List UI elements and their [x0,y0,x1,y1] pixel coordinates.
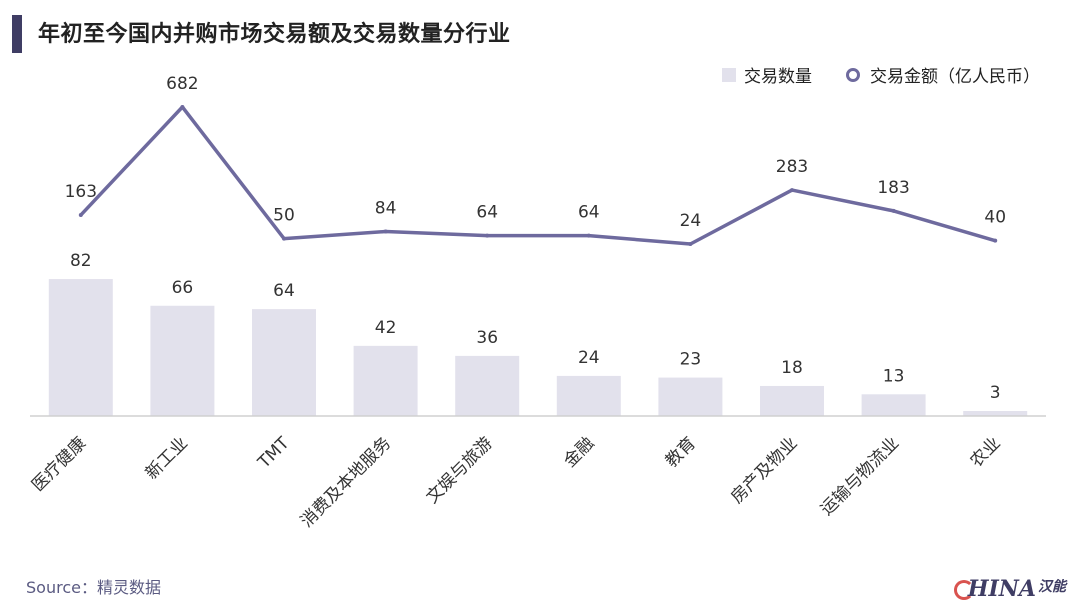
line-point [180,105,185,109]
line-value-label: 40 [984,208,1006,228]
legend-line-label: 交易金额（亿人民币） [870,67,1040,87]
line-point [282,236,286,241]
bar-value-label: 3 [990,383,1001,403]
bar [455,355,520,416]
line-point [688,242,693,246]
x-tick-label: 文娱与旅游 [422,433,496,507]
line-point [993,238,998,243]
bar [252,309,316,416]
x-tick-label: 消费及本地服务 [297,433,395,531]
line-series-amount [79,105,997,246]
x-tick-label: 教育 [662,433,700,471]
line-value-label: 24 [680,211,702,231]
hina-logo: HINA 汉能 [953,576,1066,602]
line-point [891,208,896,213]
legend-item-line: 交易金额（亿人民币） [846,62,1040,87]
chart-title: 年初至今国内并购市场交易额及交易数量分行业 [38,22,511,47]
legend-bar-swatch [722,67,736,82]
x-tick-label: TMT [254,433,294,473]
bar-value-label: 36 [476,328,498,348]
bar [48,279,113,416]
x-tick-label: 运输与物流业 [817,433,903,519]
bar-value-label: 23 [680,350,702,370]
bar-value-label: 24 [578,348,600,368]
bar-value-label: 18 [781,358,803,378]
bar [150,305,215,416]
x-tick-label: 医疗健康 [28,433,90,495]
x-tick-label: 农业 [967,433,1005,471]
line-value-label: 84 [375,199,397,219]
logo-c-mark [953,580,974,600]
line-value-label: 183 [877,178,909,198]
line-point [78,213,83,218]
bar [658,377,723,416]
bar [760,385,824,416]
line-point [485,233,490,238]
line-value-label: 64 [578,203,600,223]
line-value-label: 163 [65,182,97,202]
title-accent-bar [12,15,22,53]
line-value-label: 50 [273,206,295,226]
x-tick-label: 房产及物业 [727,433,801,507]
bar [556,375,621,416]
bar-value-label: 82 [70,251,92,271]
legend-item-bar: 交易数量 [722,62,812,87]
x-tick-label: 新工业 [142,433,192,483]
bar-value-label: 66 [172,278,194,298]
line-value-label: 283 [776,157,808,177]
source-note: Source：精灵数据 [26,578,161,597]
bar [861,394,926,416]
line-point [790,188,794,193]
x-tick-label: 金融 [560,433,598,471]
legend-bar-label: 交易数量 [744,67,812,87]
line-value-label: 682 [166,74,198,94]
bar-value-label: 13 [883,366,905,386]
line-value-label: 64 [476,203,498,223]
line-point [586,233,591,238]
bar [963,410,1028,416]
bar [353,345,418,416]
bar-value-label: 42 [375,318,397,338]
legend: 交易数量 交易金额（亿人民币） [688,62,1040,87]
line-point [383,229,388,234]
bar-value-label: 64 [273,281,295,301]
legend-line-marker [846,67,860,82]
